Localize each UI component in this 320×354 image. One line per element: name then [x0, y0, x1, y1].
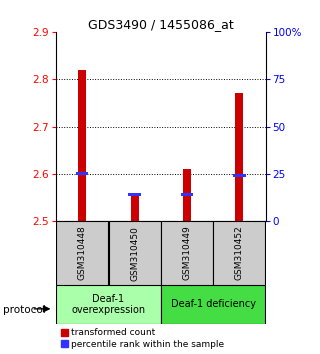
Bar [233, 174, 246, 177]
Bar [161, 221, 213, 285]
Bar [183, 169, 191, 221]
Text: Deaf-1 deficiency: Deaf-1 deficiency [171, 299, 256, 309]
Bar [131, 195, 139, 221]
Bar [78, 70, 86, 221]
Bar [109, 221, 161, 285]
Bar [128, 193, 141, 196]
Bar [213, 221, 265, 285]
Bar [161, 285, 265, 324]
Text: Deaf-1
overexpression: Deaf-1 overexpression [71, 293, 146, 315]
Bar [56, 285, 161, 324]
Text: GSM310450: GSM310450 [130, 225, 139, 281]
Text: GSM310448: GSM310448 [78, 226, 87, 280]
Bar [56, 221, 108, 285]
Text: protocol: protocol [3, 305, 46, 315]
Bar [76, 172, 89, 175]
Legend: transformed count, percentile rank within the sample: transformed count, percentile rank withi… [60, 329, 224, 349]
Title: GDS3490 / 1455086_at: GDS3490 / 1455086_at [88, 18, 234, 31]
Text: GSM310452: GSM310452 [235, 226, 244, 280]
Bar [236, 93, 243, 221]
Text: GSM310449: GSM310449 [182, 226, 191, 280]
Bar [181, 193, 193, 196]
